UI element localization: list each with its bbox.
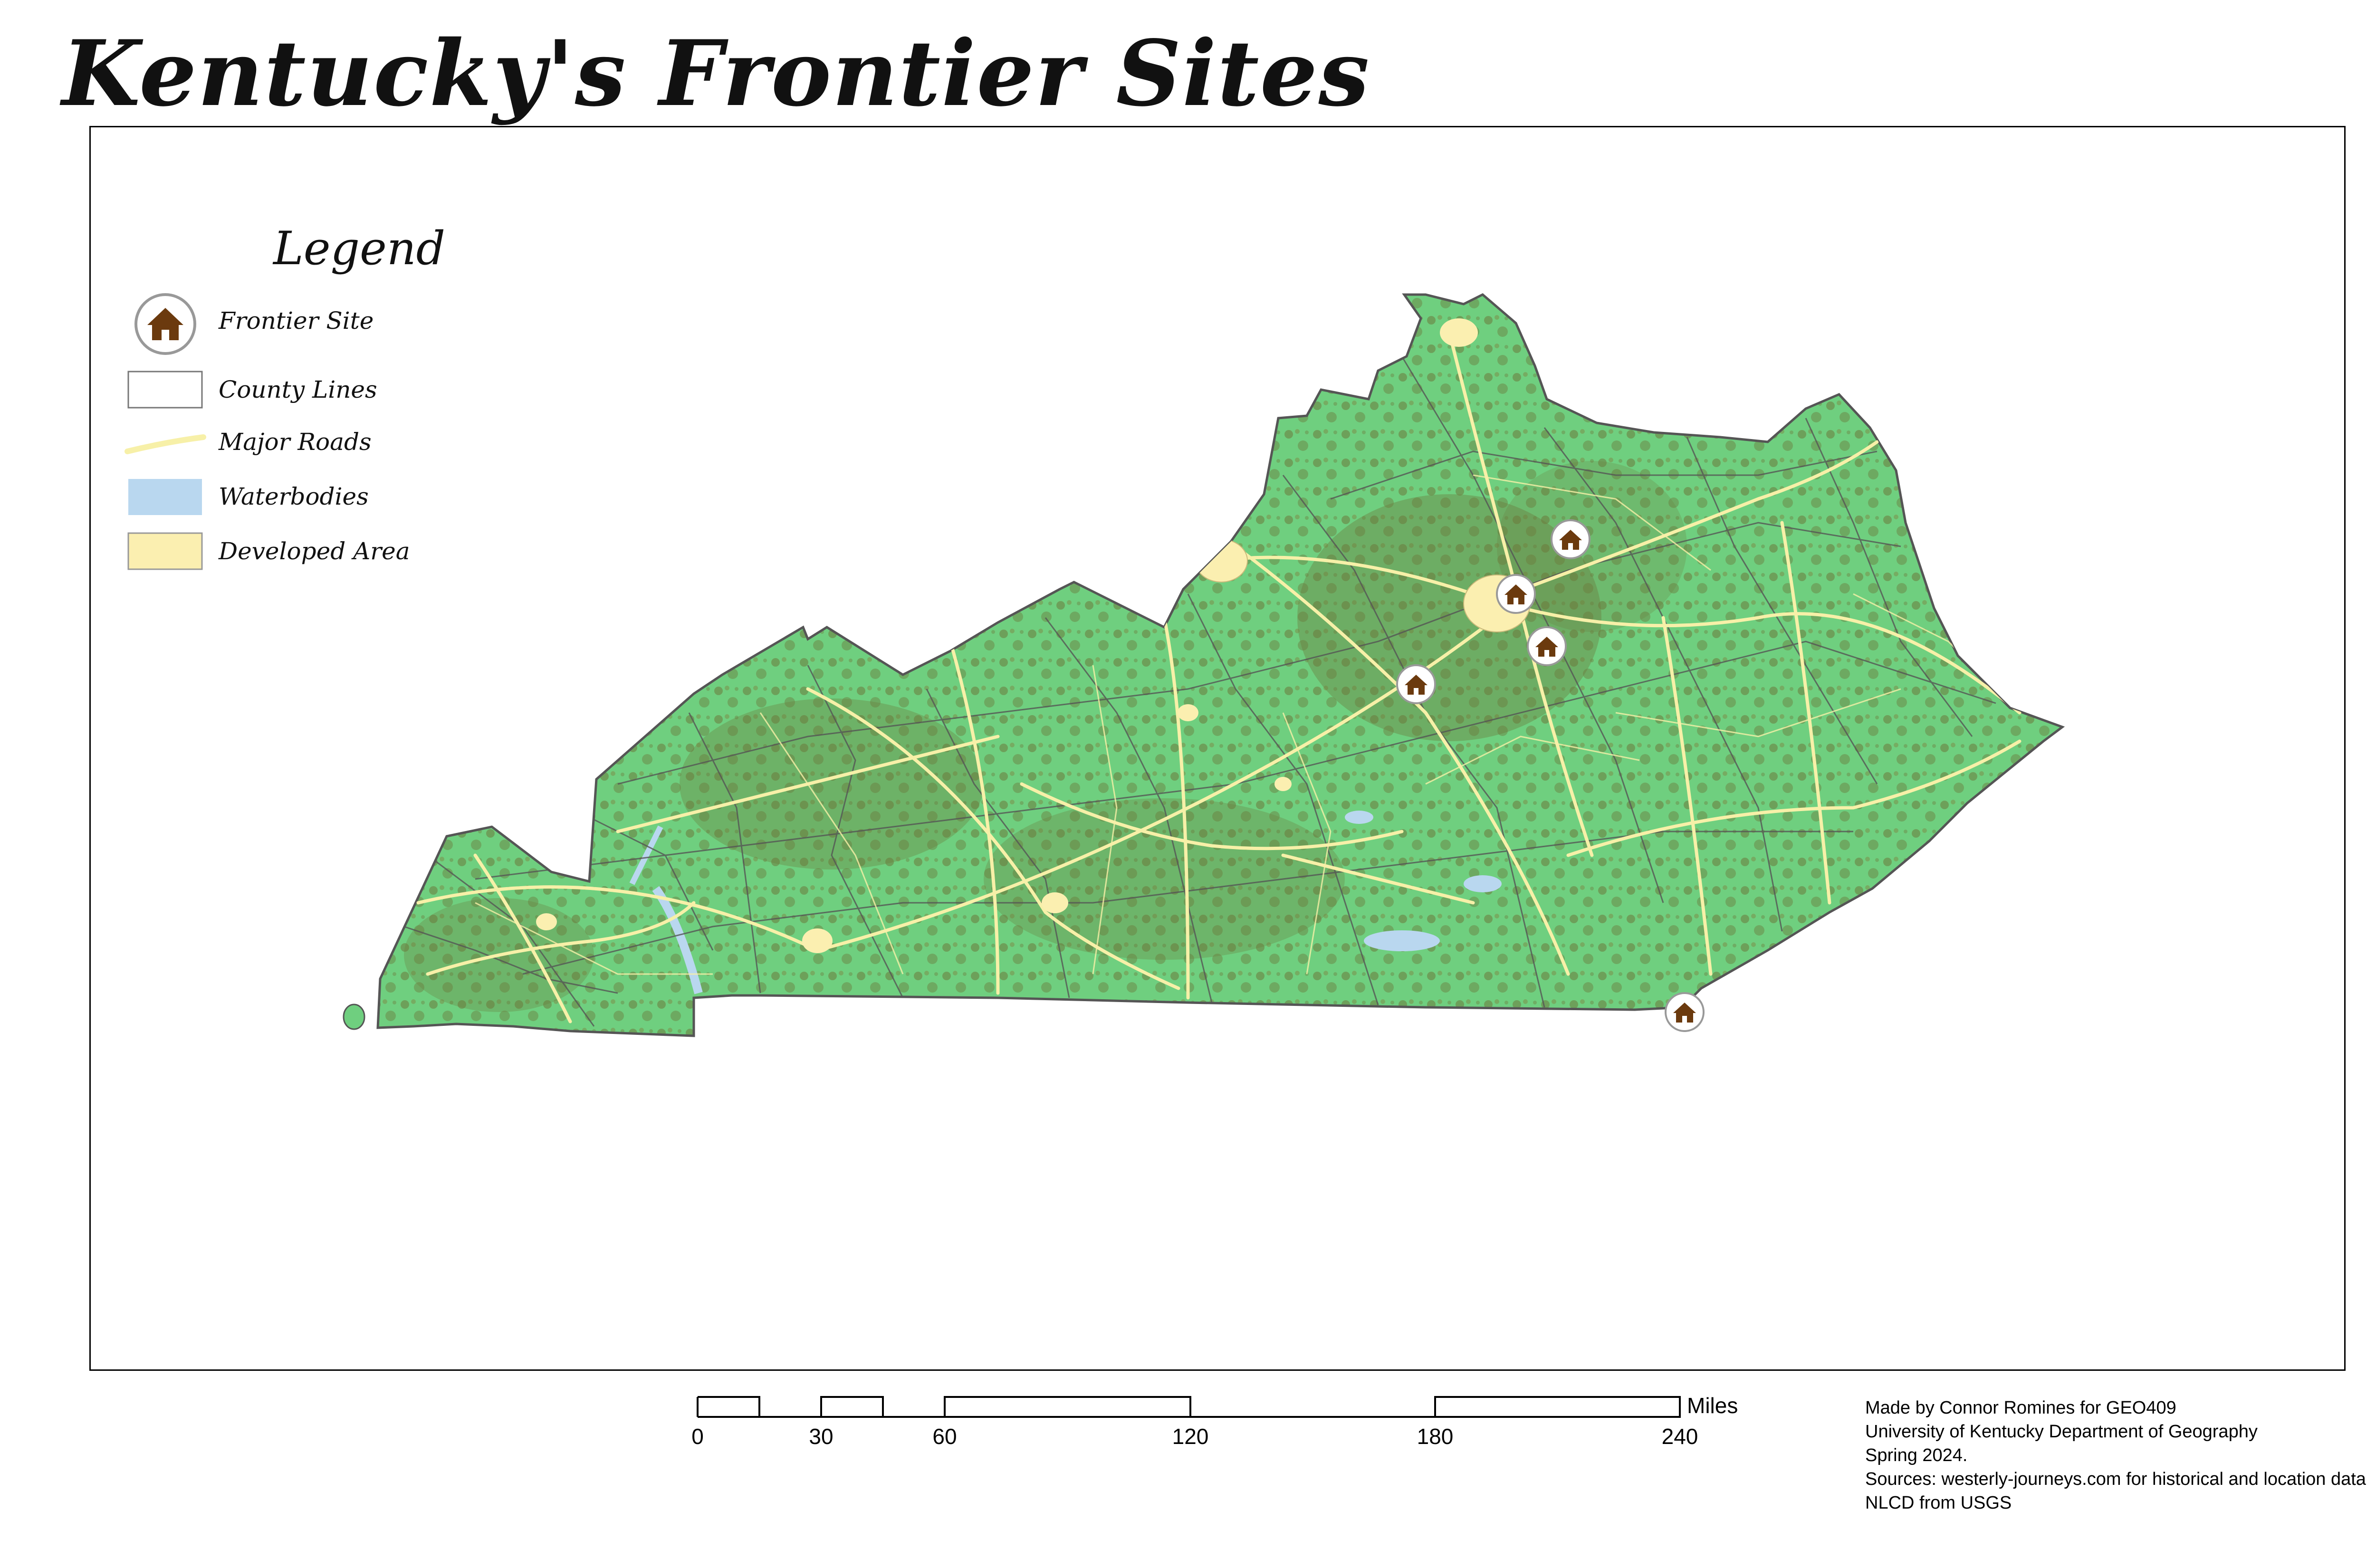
frontier-site-marker (1496, 574, 1536, 614)
legend-major-roads-swatch (125, 434, 206, 454)
legend-label-major-roads: Major Roads (219, 428, 372, 456)
scale-tick-label: 30 (809, 1424, 834, 1449)
scale-tick-label: 240 (1661, 1424, 1698, 1449)
credit-line: University of Kentucky Department of Geo… (1865, 1422, 2258, 1442)
developed-area-northern-ky (1440, 318, 1478, 347)
credits-block: Made by Connor Romines for GEO409 Univer… (1865, 1396, 2366, 1515)
western-island (343, 1004, 365, 1030)
legend-title: Legend (273, 222, 446, 275)
frontier-site-marker (1527, 626, 1567, 666)
credit-line: Sources: westerly-journeys.com for histo… (1865, 1469, 2366, 1489)
credit-line: NLCD from USGS (1865, 1493, 2012, 1513)
legend-label-waterbodies: Waterbodies (219, 483, 369, 510)
developed-area-bowling-green (1042, 892, 1068, 913)
developed-area-owensboro (802, 928, 833, 953)
legend-label-frontier-site: Frontier Site (219, 307, 374, 335)
legend-developed-area-swatch (127, 532, 203, 570)
frontier-site-marker (1551, 519, 1590, 559)
frontier-site-marker (1396, 664, 1436, 704)
legend-label-developed-area: Developed Area (219, 537, 410, 565)
map-title: Kentucky's Frontier Sites (62, 20, 1370, 126)
scale-tick-label: 60 (932, 1424, 957, 1449)
legend-label-county-lines: County Lines (219, 376, 377, 403)
credit-line: Spring 2024. (1865, 1445, 1968, 1465)
legend-waterbodies-swatch (128, 479, 202, 515)
frontier-site-marker (1665, 992, 1705, 1032)
scale-unit-label: Miles (1687, 1393, 1738, 1418)
scale-tick-label: 120 (1172, 1424, 1209, 1449)
legend-cabin-icon (134, 293, 196, 355)
scale-tick-label: 180 (1417, 1424, 1454, 1449)
scale-bar (697, 1396, 1681, 1418)
scale-tick-label: 0 (691, 1424, 704, 1449)
kentucky-state-shape (376, 293, 2065, 1037)
credit-line: Made by Connor Romines for GEO409 (1865, 1398, 2176, 1418)
developed-area-louisville (1195, 539, 1248, 583)
legend-county-lines-swatch (127, 371, 203, 409)
